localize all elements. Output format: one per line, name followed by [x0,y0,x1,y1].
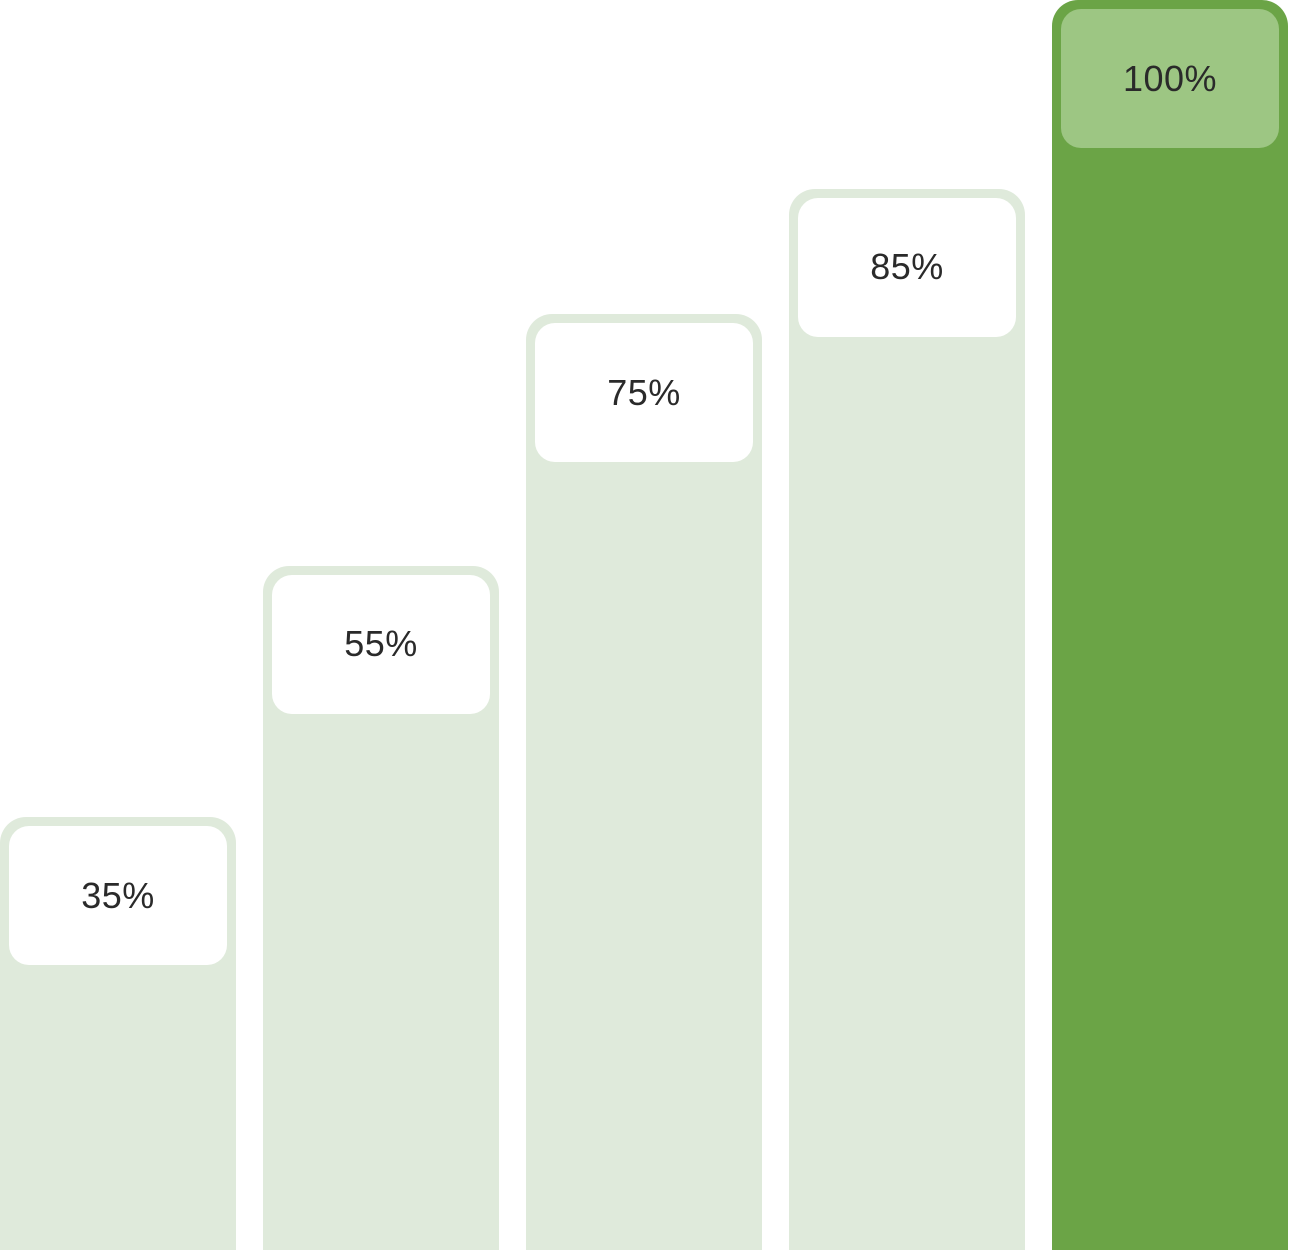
bar-label-box: 75% [535,323,753,463]
bar-label-box: 35% [9,826,227,965]
bar-value-label: 55% [344,623,418,665]
bar-value-label: 35% [81,874,155,916]
bar-75-percent: 75% [526,314,762,1250]
bar-85-percent: 85% [789,188,1025,1250]
bar-label-box: 85% [798,197,1016,337]
bar-55-percent: 55% [263,565,499,1250]
bar-value-label: 75% [607,371,681,413]
bar-value-label: 100% [1122,57,1218,99]
bar-label-box: 100% [1061,9,1279,148]
bar-100-percent: 100% [1052,0,1288,1250]
bar-value-label: 85% [870,246,944,288]
bar-label-box: 55% [272,574,490,714]
bar-35-percent: 35% [0,817,236,1250]
